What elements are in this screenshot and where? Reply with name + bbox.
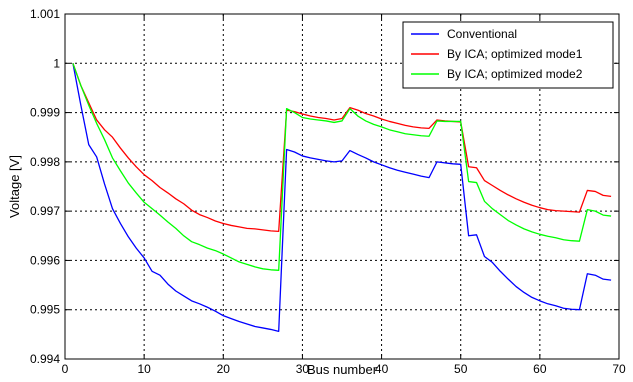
x-axis-label: Bus number: [307, 362, 378, 377]
series-line-3: [72, 63, 612, 271]
legend-label: By ICA; optimized mode1: [447, 47, 583, 61]
x-tick-label: 40: [375, 362, 389, 376]
y-tick-label: 0.995: [30, 303, 60, 317]
y-tick-label: 1.001: [30, 7, 60, 21]
series-lines: [72, 63, 612, 333]
x-tick-label: 70: [612, 362, 626, 376]
y-tick-label: 1: [53, 56, 60, 70]
legend: Conventional By ICA; optimized mode1 By IC…: [402, 21, 614, 89]
series-line-1: [72, 63, 612, 333]
y-tick-label: 0.996: [30, 253, 60, 267]
x-tick-label: 10: [137, 362, 151, 376]
series-line-2: [72, 63, 612, 232]
x-tick-label: 20: [217, 362, 231, 376]
y-tick-label: 0.997: [30, 204, 60, 218]
x-tick-label: 50: [454, 362, 468, 376]
legend-label: By ICA; optimized mode2: [447, 67, 583, 81]
legend-box: [402, 21, 614, 89]
y-axis-label: Voltage [V]: [7, 155, 22, 218]
x-tick-label: 30: [296, 362, 310, 376]
y-tick-label: 0.998: [30, 155, 60, 169]
y-tick-label: 0.999: [30, 106, 60, 120]
plot-frame: [64, 13, 620, 360]
axis-ticks: 0 10 20 30 40 50 60 70 0.994 0.995 0.996 0.997 0.998…: [30, 7, 626, 376]
x-tick-label: 60: [533, 362, 547, 376]
y-tick-label: 0.994: [30, 352, 60, 366]
x-tick-label: 0: [62, 362, 69, 376]
legend-label: Conventional: [447, 27, 517, 41]
